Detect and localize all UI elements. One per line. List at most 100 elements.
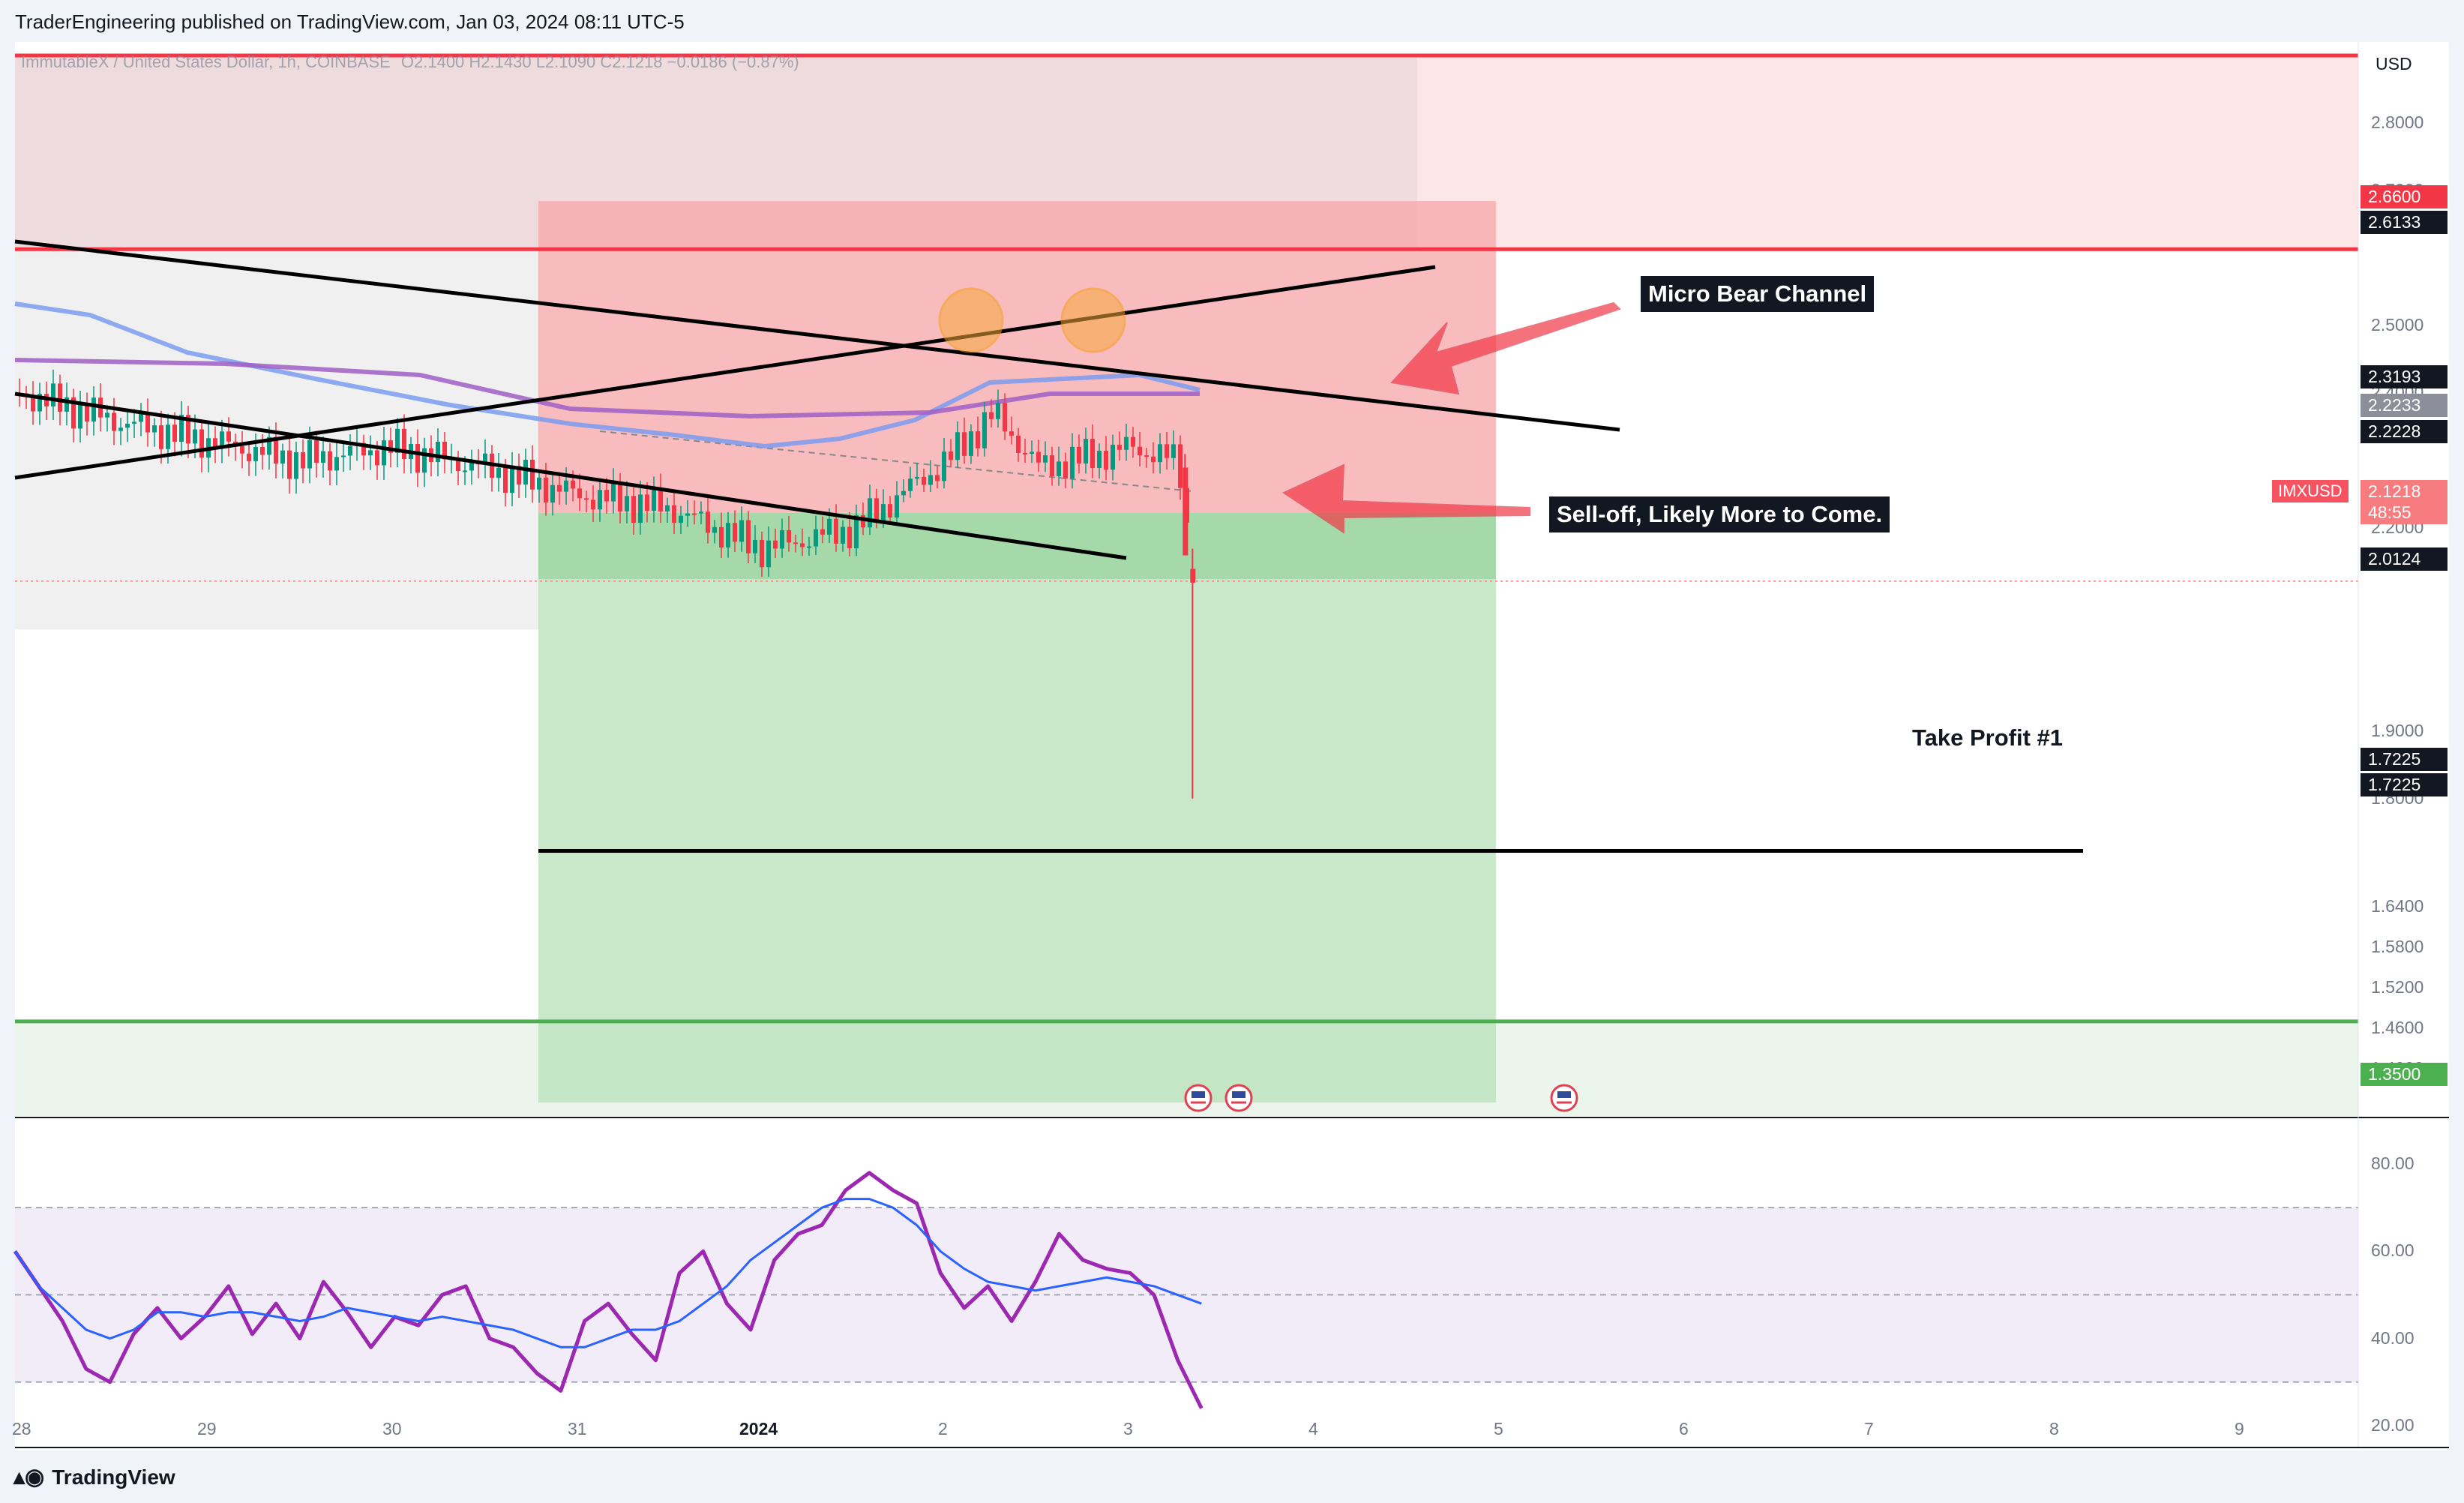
- candle-body: [125, 423, 130, 428]
- candle-body: [483, 453, 487, 465]
- candle-body: [712, 526, 717, 533]
- candle-body: [922, 476, 926, 485]
- bear-channel-upper-line: [14, 239, 1620, 432]
- candle-body: [841, 526, 845, 544]
- candle-body: [496, 467, 501, 478]
- time-tick-label: 29: [197, 1419, 217, 1438]
- candle-body: [868, 498, 872, 528]
- candle-body: [402, 428, 406, 460]
- callout-micro-bear-channel[interactable]: Micro Bear Channel: [1639, 274, 1876, 314]
- candle-body: [989, 412, 994, 419]
- candle-body: [71, 397, 76, 429]
- price-tag: 2.6600: [2361, 185, 2448, 208]
- price-tick-label: 1.5800: [2371, 936, 2424, 956]
- candle-body: [240, 446, 244, 454]
- candle-body: [463, 470, 467, 472]
- time-tick-label: 5: [1494, 1419, 1503, 1438]
- time-tick-label: 7: [1864, 1419, 1874, 1438]
- candle-body: [955, 432, 960, 460]
- currency-label[interactable]: USD: [2376, 54, 2412, 74]
- candle-body: [787, 530, 791, 543]
- candle-body: [118, 428, 123, 431]
- time-tick-label: 30: [382, 1419, 402, 1438]
- candle-body: [247, 453, 251, 461]
- candle-body: [1178, 444, 1183, 488]
- callout-sell-off[interactable]: Sell-off, Likely More to Come.: [1548, 495, 1892, 534]
- candle-body: [807, 546, 811, 548]
- candle-body: [679, 515, 683, 524]
- candle-body: [604, 490, 609, 502]
- candle-body: [976, 431, 980, 448]
- candle-body: [1084, 439, 1088, 464]
- rsi-tick-label: 60.00: [2371, 1240, 2415, 1261]
- candle-body: [1144, 455, 1149, 458]
- candle-body: [422, 448, 427, 473]
- candle-body: [814, 529, 818, 547]
- candle-body: [415, 443, 420, 473]
- economic-event-flag-icon: [1192, 1091, 1205, 1098]
- candle-body: [895, 495, 899, 518]
- tradingview-brand[interactable]: ▴◉ TradingView: [13, 1464, 175, 1490]
- rsi-tick-label: 40.00: [2371, 1328, 2415, 1348]
- candle-body: [287, 450, 292, 479]
- candle-body: [665, 505, 670, 512]
- candle-body: [523, 459, 528, 485]
- candle-body: [544, 477, 548, 503]
- candle-body: [85, 404, 89, 422]
- take-profit-label[interactable]: Take Profit #1: [1912, 724, 2064, 751]
- candle-body: [503, 467, 508, 494]
- price-tick-label: 1.6400: [2371, 896, 2424, 916]
- candle-body: [935, 475, 940, 482]
- tradingview-logo-icon: ▴◉: [13, 1465, 45, 1490]
- candle-body: [793, 542, 798, 544]
- rsi-tick-label: 20.00: [2371, 1414, 2415, 1435]
- candle-body: [1111, 444, 1115, 470]
- rsi-line: [13, 1171, 1204, 1409]
- candle-body: [1057, 461, 1061, 476]
- candle-body: [652, 488, 656, 511]
- candle-body: [517, 466, 521, 485]
- candle-body: [915, 476, 919, 479]
- candle-body: [881, 504, 886, 521]
- candle-body: [253, 446, 258, 461]
- candle-body: [780, 530, 784, 549]
- candle-body: [1036, 452, 1041, 463]
- candle-body: [199, 429, 204, 458]
- candle-body: [132, 422, 136, 424]
- rsi-tick-label: 80.00: [2371, 1154, 2415, 1174]
- candle-body: [368, 450, 373, 456]
- candle-body: [672, 505, 676, 524]
- candle-body: [1183, 467, 1189, 556]
- brand-text: TradingView: [52, 1465, 175, 1489]
- candle-body: [456, 458, 460, 472]
- candle-body: [274, 436, 278, 464]
- ema-fast-line: [14, 302, 1201, 449]
- candle-body: [1131, 436, 1135, 447]
- candle-body: [834, 518, 838, 544]
- candle-body: [577, 488, 582, 499]
- candle-body: [321, 451, 325, 464]
- candle-body: [152, 425, 157, 433]
- price-tag: 2.3193: [2361, 365, 2448, 388]
- price-tag: 1.7225: [2361, 748, 2448, 771]
- bear-channel-lower-line: [14, 392, 1127, 560]
- economic-event-flag-icon: [1232, 1091, 1245, 1098]
- candle-body: [220, 431, 224, 448]
- candle-body: [1097, 451, 1102, 468]
- double-top-marker-2: [1060, 287, 1126, 353]
- candle-body: [625, 496, 629, 512]
- candle-body: [382, 440, 386, 466]
- candle-body: [436, 441, 440, 463]
- publish-info: TraderEngineering published on TradingVi…: [15, 10, 685, 33]
- price-tick-label: 2.8000: [2371, 112, 2424, 133]
- candle-body: [1151, 456, 1156, 463]
- frame-left: [0, 42, 15, 1450]
- footer-bar: ▴◉ TradingView: [0, 1450, 2464, 1503]
- candle-body: [733, 523, 737, 542]
- candle-body: [591, 500, 595, 510]
- ema-slow-line: [14, 358, 1200, 419]
- projection-line: [599, 430, 1193, 492]
- price-tag: 2.1218: [2361, 480, 2448, 503]
- candle-body: [314, 440, 319, 464]
